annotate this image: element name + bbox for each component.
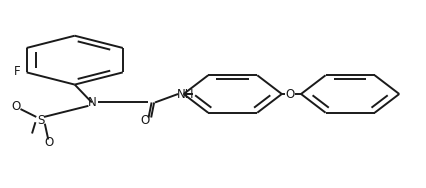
Text: S: S (37, 114, 44, 127)
Text: O: O (12, 100, 21, 113)
Text: NH: NH (177, 87, 194, 101)
Text: O: O (44, 136, 54, 149)
Text: O: O (140, 114, 150, 127)
Text: F: F (14, 65, 20, 78)
Text: O: O (285, 87, 294, 101)
Text: N: N (87, 96, 96, 109)
